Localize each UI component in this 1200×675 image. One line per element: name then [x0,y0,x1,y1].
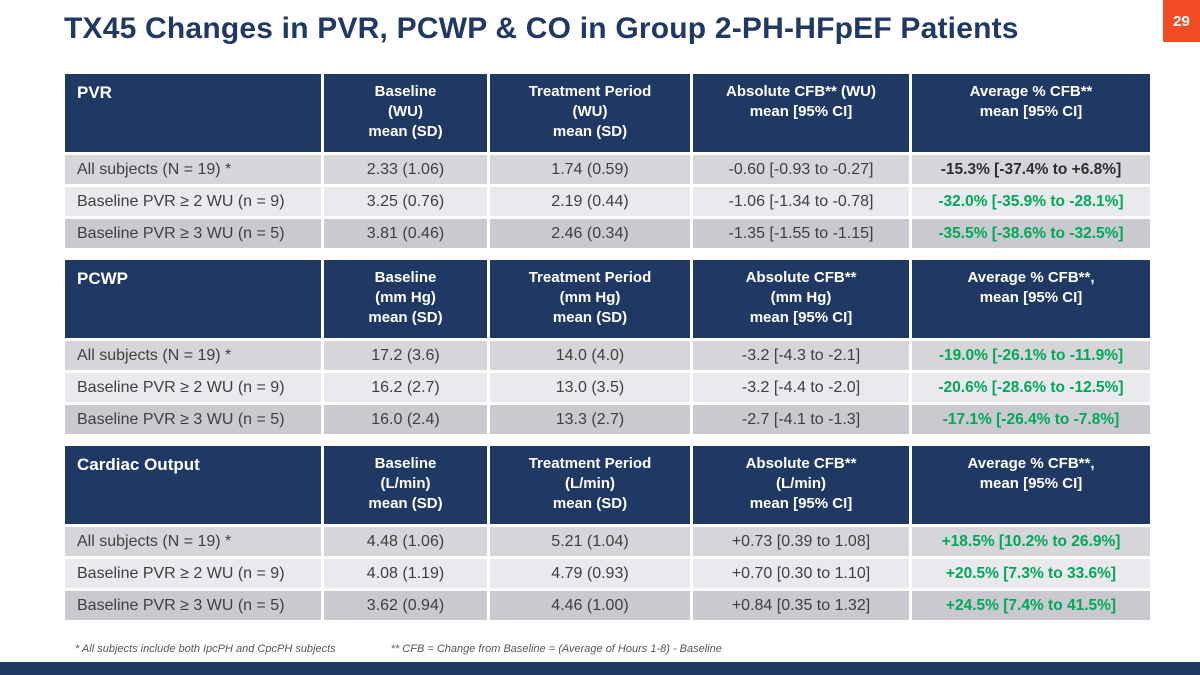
footnotes: * All subjects include both IpcPH and Cp… [75,643,722,655]
table-pvr-row-1-cell-3: -1.06 [-1.34 to -0.78] [693,187,909,216]
table-pvr-row-2-cell-2: 2.46 (0.34) [490,219,690,248]
table-pvr-row-1-cell-4: -32.0% [-35.9% to -28.1%] [912,187,1150,216]
table-pvr-row-1-cell-0: Baseline PVR ≥ 2 WU (n = 9) [65,187,321,216]
table-pvr-row-0-cell-1: 2.33 (1.06) [324,155,487,184]
table-pcwp-row-2-cell-2: 13.3 (2.7) [490,405,690,434]
table-pcwp-header-col-4: Average % CFB**, mean [95% CI] [912,260,1150,338]
footnote-all-subjects: * All subjects include both IpcPH and Cp… [75,643,336,655]
table-cardiac-output-row-1-cell-4: +20.5% [7.3% to 33.6%] [912,559,1150,588]
table-cardiac-output-row-1-cell-3: +0.70 [0.30 to 1.10] [693,559,909,588]
table-pcwp-header-col-3: Absolute CFB** (mm Hg) mean [95% CI] [693,260,909,338]
table-cardiac-output-row-0-cell-1: 4.48 (1.06) [324,527,487,556]
table-pcwp-row-1-cell-4: -20.6% [-28.6% to -12.5%] [912,373,1150,402]
table-pvr-row-0-cell-4: -15.3% [-37.4% to +6.8%] [912,155,1150,184]
table-cardiac-output-row-0-cell-2: 5.21 (1.04) [490,527,690,556]
table-pvr-header-col-3: Absolute CFB** (WU) mean [95% CI] [693,74,909,152]
table-cardiac-output-row-0-cell-4: +18.5% [10.2% to 26.9%] [912,527,1150,556]
page-title: TX45 Changes in PVR, PCWP & CO in Group … [64,12,1019,45]
table-pcwp-row-1-cell-1: 16.2 (2.7) [324,373,487,402]
table-pcwp-row-0-cell-0: All subjects (N = 19) * [65,341,321,370]
table-cardiac-output-row-1-cell-0: Baseline PVR ≥ 2 WU (n = 9) [65,559,321,588]
table-pvr-row-2-cell-0: Baseline PVR ≥ 3 WU (n = 5) [65,219,321,248]
table-pcwp: PCWP Baseline (mm Hg) mean (SD) Treatment … [65,260,1150,434]
table-cardiac-output-header-col-0: Cardiac Output [65,446,321,524]
table-pvr-header-col-4: Average % CFB** mean [95% CI] [912,74,1150,152]
table-pcwp-header-col-2: Treatment Period (mm Hg) mean (SD) [490,260,690,338]
table-pvr-header-col-0: PVR [65,74,321,152]
table-pcwp-row-0-cell-3: -3.2 [-4.3 to -2.1] [693,341,909,370]
table-pvr-row-0-cell-3: -0.60 [-0.93 to -0.27] [693,155,909,184]
table-cardiac-output-header-col-1: Baseline (L/min) mean (SD) [324,446,487,524]
table-cardiac-output-row-1-cell-2: 4.79 (0.93) [490,559,690,588]
bottom-accent-bar [0,662,1200,675]
table-cardiac-output-row-0-cell-0: All subjects (N = 19) * [65,527,321,556]
table-pcwp-row-2-cell-1: 16.0 (2.4) [324,405,487,434]
table-pcwp-row-1-cell-0: Baseline PVR ≥ 2 WU (n = 9) [65,373,321,402]
table-pvr-header-col-2: Treatment Period (WU) mean (SD) [490,74,690,152]
table-pvr-row-0-cell-0: All subjects (N = 19) * [65,155,321,184]
table-cardiac-output-header-col-2: Treatment Period (L/min) mean (SD) [490,446,690,524]
table-pcwp-row-0-cell-4: -19.0% [-26.1% to -11.9%] [912,341,1150,370]
table-pvr-row-1-cell-2: 2.19 (0.44) [490,187,690,216]
page-number-badge: 29 [1163,0,1200,42]
table-cardiac-output-row-2-cell-4: +24.5% [7.4% to 41.5%] [912,591,1150,620]
table-pvr-row-2-cell-4: -35.5% [-38.6% to -32.5%] [912,219,1150,248]
table-cardiac-output-row-2-cell-0: Baseline PVR ≥ 3 WU (n = 5) [65,591,321,620]
table-cardiac-output-row-2-cell-3: +0.84 [0.35 to 1.32] [693,591,909,620]
table-pcwp-row-2-cell-4: -17.1% [-26.4% to -7.8%] [912,405,1150,434]
table-pcwp-row-1-cell-3: -3.2 [-4.4 to -2.0] [693,373,909,402]
table-pcwp-row-0-cell-2: 14.0 (4.0) [490,341,690,370]
tables: PVR Baseline (WU) mean (SD) Treatment Peri… [65,74,1150,632]
table-cardiac-output-row-2-cell-1: 3.62 (0.94) [324,591,487,620]
table-pcwp-header-col-1: Baseline (mm Hg) mean (SD) [324,260,487,338]
table-pvr-row-1-cell-1: 3.25 (0.76) [324,187,487,216]
table-cardiac-output: Cardiac Output Baseline (L/min) mean (SD)… [65,446,1150,620]
footnote-cfb-definition: ** CFB = Change from Baseline = (Average… [390,643,722,655]
table-cardiac-output-row-0-cell-3: +0.73 [0.39 to 1.08] [693,527,909,556]
table-pvr-row-2-cell-3: -1.35 [-1.55 to -1.15] [693,219,909,248]
table-pcwp-row-1-cell-2: 13.0 (3.5) [490,373,690,402]
table-cardiac-output-header-col-3: Absolute CFB** (L/min) mean [95% CI] [693,446,909,524]
table-cardiac-output-row-2-cell-2: 4.46 (1.00) [490,591,690,620]
table-pvr-header-col-1: Baseline (WU) mean (SD) [324,74,487,152]
table-pcwp-row-2-cell-0: Baseline PVR ≥ 3 WU (n = 5) [65,405,321,434]
table-pvr: PVR Baseline (WU) mean (SD) Treatment Peri… [65,74,1150,248]
table-pcwp-row-0-cell-1: 17.2 (3.6) [324,341,487,370]
table-pcwp-row-2-cell-3: -2.7 [-4.1 to -1.3] [693,405,909,434]
table-cardiac-output-header-col-4: Average % CFB**, mean [95% CI] [912,446,1150,524]
table-pcwp-header-col-0: PCWP [65,260,321,338]
table-pvr-row-2-cell-1: 3.81 (0.46) [324,219,487,248]
table-cardiac-output-row-1-cell-1: 4.08 (1.19) [324,559,487,588]
table-pvr-row-0-cell-2: 1.74 (0.59) [490,155,690,184]
